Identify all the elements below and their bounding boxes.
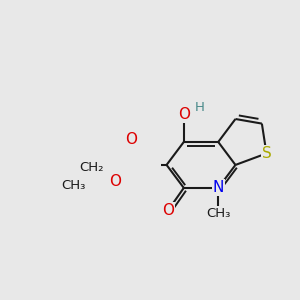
Text: CH₃: CH₃	[61, 179, 86, 192]
Text: N: N	[212, 180, 224, 195]
Text: O: O	[162, 203, 174, 218]
Text: CH₃: CH₃	[206, 207, 230, 220]
Text: H: H	[195, 101, 205, 114]
Text: O: O	[178, 107, 190, 122]
Text: CH₂: CH₂	[80, 161, 104, 174]
Text: O: O	[109, 173, 121, 188]
Text: O: O	[125, 132, 137, 147]
Text: S: S	[262, 146, 271, 161]
